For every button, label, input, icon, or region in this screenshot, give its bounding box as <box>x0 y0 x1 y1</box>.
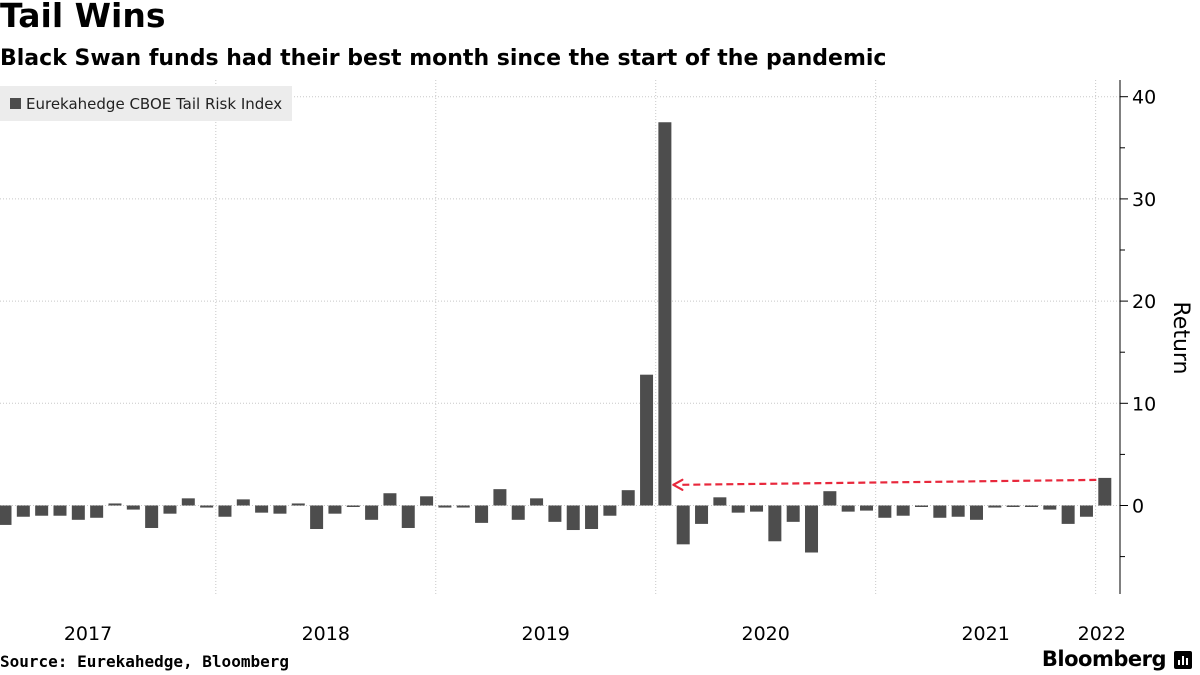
bar <box>438 505 452 508</box>
bar <box>108 503 122 506</box>
bar <box>969 505 983 520</box>
bar <box>273 505 287 514</box>
bar <box>328 505 342 514</box>
bar <box>1043 505 1057 510</box>
legend-swatch <box>10 98 21 109</box>
bar <box>420 496 434 506</box>
bar <box>218 505 232 517</box>
bar <box>768 505 782 542</box>
y-tick-label: 30 <box>1132 189 1156 211</box>
x-year-label: 2022 <box>1078 623 1126 645</box>
bar <box>676 505 690 545</box>
bar <box>145 505 159 528</box>
bar <box>310 505 324 530</box>
bar <box>621 490 635 506</box>
bloomberg-bars-icon <box>1174 651 1192 669</box>
bar <box>658 122 672 506</box>
bar <box>346 505 360 507</box>
bar <box>71 505 85 520</box>
annotation-line <box>681 478 1097 486</box>
legend: Eurekahedge CBOE Tail Risk Index <box>0 86 293 121</box>
source-note: Source: Eurekahedge, Bloomberg <box>0 652 289 671</box>
bar <box>988 505 1002 508</box>
bar-series <box>0 122 1112 553</box>
bar <box>731 505 745 513</box>
y-axis-title: Return <box>1168 301 1193 374</box>
y-tick-label: 40 <box>1132 87 1156 109</box>
bar <box>126 505 140 510</box>
bar <box>713 497 727 506</box>
bar <box>291 503 305 506</box>
bar <box>915 505 928 507</box>
bar <box>1061 505 1075 524</box>
x-year-label: 2019 <box>522 623 570 645</box>
bar <box>1079 505 1093 517</box>
bar <box>640 374 654 506</box>
bar <box>255 505 269 513</box>
bar <box>511 505 525 520</box>
y-tick-label: 10 <box>1132 393 1156 415</box>
bar <box>951 505 965 517</box>
bar <box>1024 505 1038 507</box>
y-tick-label: 20 <box>1132 291 1156 313</box>
x-year-label: 2018 <box>302 623 350 645</box>
bar <box>35 505 49 516</box>
chart-subtitle: Black Swan funds had their best month si… <box>0 46 887 71</box>
bloomberg-logo: Bloomberg <box>1041 647 1167 671</box>
bar <box>786 505 800 522</box>
x-year-label: 2020 <box>742 623 790 645</box>
bar <box>493 489 507 506</box>
bar <box>823 491 837 506</box>
bar <box>585 505 599 530</box>
bar <box>0 505 12 525</box>
bar <box>236 499 250 506</box>
bar <box>16 505 30 517</box>
bar <box>566 505 580 531</box>
y-tick-label: 0 <box>1132 496 1144 518</box>
bar <box>90 505 104 518</box>
bar <box>1098 477 1112 506</box>
bar <box>181 498 195 506</box>
bar <box>365 505 379 520</box>
bar <box>548 505 562 522</box>
bar <box>841 505 855 512</box>
bar <box>475 505 489 523</box>
legend-label: Eurekahedge CBOE Tail Risk Index <box>26 94 283 113</box>
x-year-label: 2017 <box>64 623 112 645</box>
bar <box>456 505 470 508</box>
bar <box>750 505 764 512</box>
x-year-label: 2021 <box>961 623 1009 645</box>
bar <box>860 505 874 511</box>
bar <box>896 505 910 516</box>
bar <box>401 505 415 528</box>
bar <box>603 505 617 516</box>
bar <box>695 505 709 524</box>
bar <box>530 498 544 506</box>
bar <box>1006 505 1020 507</box>
bar <box>878 505 892 518</box>
bar <box>200 505 214 508</box>
annotation-arrowhead <box>672 478 684 491</box>
bar <box>805 505 819 553</box>
bar <box>163 505 177 514</box>
chart-title: Tail Wins <box>0 0 166 35</box>
bar <box>933 505 947 518</box>
axes: 0 10 20 30 40 2017 2018 2019 2020 2021 2022 Return <box>64 80 1193 645</box>
bar <box>383 493 397 506</box>
annotation-arrow <box>672 478 1097 491</box>
bar <box>53 505 67 516</box>
